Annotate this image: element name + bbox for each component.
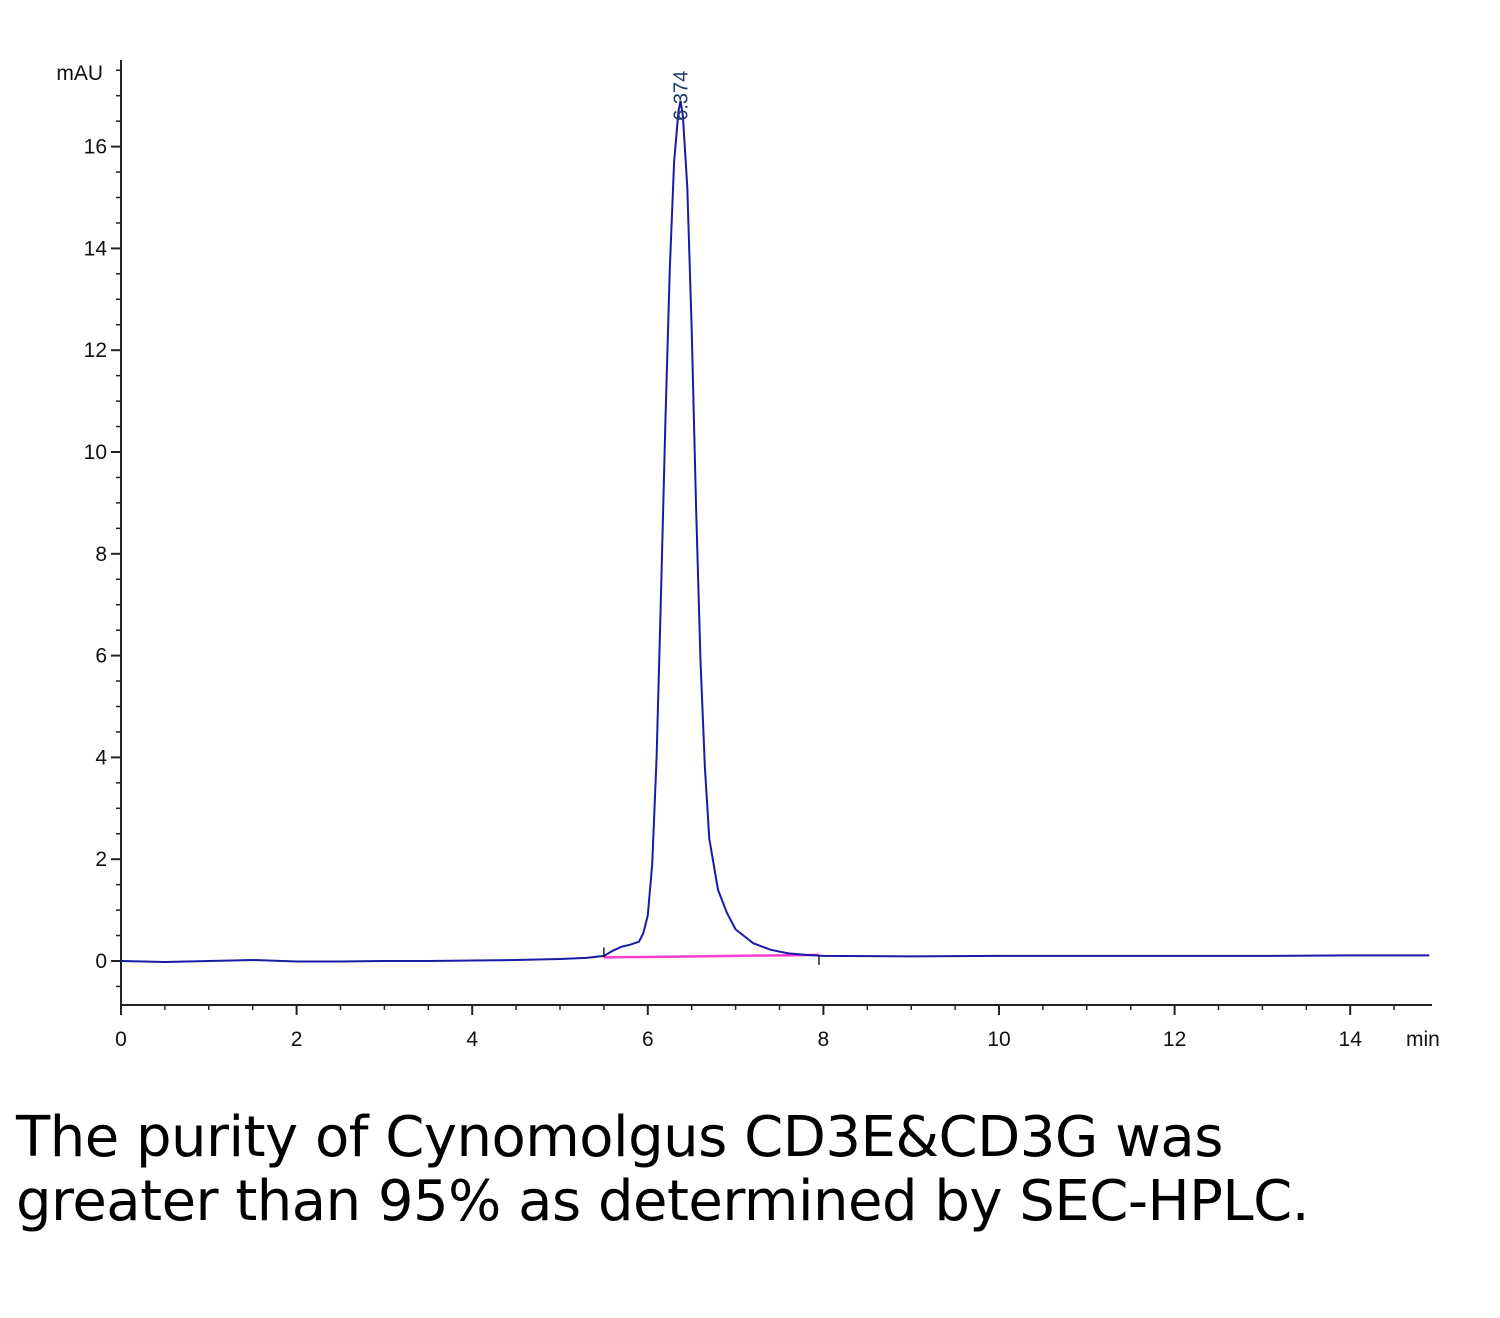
y-axis-unit-label: mAU bbox=[56, 62, 103, 85]
x-tick-label: 14 bbox=[1339, 1028, 1363, 1051]
x-tick-label: 4 bbox=[466, 1028, 478, 1051]
x-tick-label: 6 bbox=[642, 1028, 654, 1051]
x-tick-label: 12 bbox=[1163, 1028, 1186, 1051]
y-tick-label: 10 bbox=[84, 441, 107, 464]
x-tick-label: 2 bbox=[291, 1028, 303, 1051]
signal-trace bbox=[120, 100, 1430, 964]
y-tick-label: 6 bbox=[95, 645, 107, 668]
figure-caption: The purity of Cynomolgus CD3E&CD3G was g… bbox=[16, 1105, 1310, 1234]
chromatogram-chart: 0 2 4 6 8 10 12 14 16 0 2 4 6 8 10 12 14 6.374 mAU min bbox=[56, 60, 1440, 1051]
x-axis-unit-label: min bbox=[1406, 1028, 1440, 1051]
y-tick-label: 12 bbox=[84, 339, 107, 362]
y-tick-label: 2 bbox=[95, 848, 107, 871]
x-tick-label: 10 bbox=[987, 1028, 1010, 1051]
tick-labels: 0 2 4 6 8 10 12 14 16 0 2 4 6 8 10 12 14 bbox=[84, 136, 1363, 1051]
x-tick-label: 0 bbox=[115, 1028, 127, 1051]
peak-retention-time-label: 6.374 bbox=[671, 71, 693, 121]
y-tick-label: 14 bbox=[84, 237, 108, 260]
y-tick-label: 16 bbox=[84, 136, 107, 159]
integration-baseline bbox=[603, 953, 820, 959]
x-tick-label: 8 bbox=[818, 1028, 830, 1051]
y-tick-label: 0 bbox=[95, 950, 107, 973]
axes bbox=[120, 60, 1432, 1006]
y-tick-label: 8 bbox=[95, 543, 107, 566]
y-tick-label: 4 bbox=[95, 746, 107, 769]
ticks bbox=[111, 69, 1395, 1015]
peak-annotations: 6.374 bbox=[603, 71, 820, 965]
